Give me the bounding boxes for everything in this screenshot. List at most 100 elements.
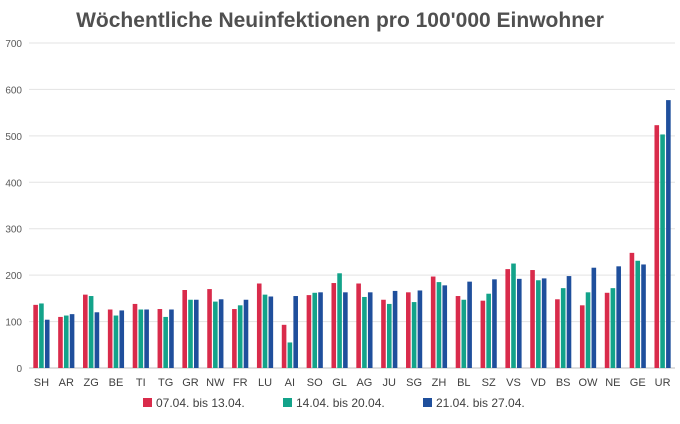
- bar-bl-series-1: [455, 296, 461, 368]
- x-tick-label: SG: [406, 377, 422, 389]
- bar-zg-series-1: [83, 294, 88, 368]
- bar-nw-series-2: [213, 301, 218, 368]
- bar-ow-series-1: [579, 305, 585, 368]
- bar-nw-series-1: [207, 289, 212, 368]
- bar-fr-series-1: [232, 309, 237, 368]
- bar-ur-series-3: [666, 100, 671, 368]
- x-tick-label: UR: [655, 377, 671, 389]
- bar-sg-series-2: [411, 302, 417, 368]
- bar-vd-series-1: [530, 270, 535, 368]
- bar-ag-series-1: [356, 283, 361, 368]
- bar-so-series-1: [306, 295, 312, 368]
- bar-bl-series-2: [461, 299, 467, 368]
- bar-zg-series-2: [88, 296, 94, 368]
- chart-title: Wöchentliche Neuinfektionen pro 100'000 …: [76, 9, 604, 32]
- bar-sh-series-2: [39, 303, 44, 368]
- y-tick-label: 300: [5, 225, 22, 236]
- bar-ow-series-2: [585, 292, 591, 368]
- bar-vs-series-3: [517, 278, 522, 368]
- bar-sz-series-3: [492, 279, 497, 368]
- x-tick-label: SO: [307, 377, 323, 389]
- bar-gr-series-1: [182, 290, 187, 368]
- bar-ju-series-1: [381, 299, 386, 368]
- bar-zh-series-1: [430, 276, 436, 368]
- x-tick-label: ZH: [432, 377, 447, 389]
- x-tick-label: BS: [556, 377, 571, 389]
- legend-swatch-2: [283, 398, 292, 407]
- bar-bl-series-3: [467, 281, 472, 368]
- x-tick-label: TI: [136, 377, 146, 389]
- bar-nw-series-3: [218, 299, 224, 368]
- bar-so-series-2: [312, 292, 318, 368]
- y-tick-label: 400: [5, 178, 22, 189]
- x-tick-label: AI: [285, 377, 295, 389]
- bar-sh-series-3: [44, 319, 50, 368]
- bar-ar-series-2: [63, 315, 69, 368]
- bar-ti-series-3: [144, 309, 149, 368]
- bar-sg-series-3: [417, 290, 423, 368]
- x-tick-label: GR: [182, 377, 199, 389]
- x-tick-label: ZG: [83, 377, 98, 389]
- bar-zh-series-3: [442, 285, 448, 368]
- bar-sh-series-1: [33, 304, 38, 368]
- y-tick-label: 200: [5, 271, 22, 282]
- bar-ag-series-2: [362, 296, 367, 368]
- bar-be-series-2: [113, 315, 119, 368]
- x-tick-label: GL: [332, 377, 347, 389]
- x-tick-label: SH: [34, 377, 49, 389]
- bar-gr-series-2: [188, 299, 193, 368]
- bar-vd-series-3: [541, 278, 547, 368]
- bar-ne-series-1: [604, 292, 610, 368]
- bar-ai-series-3: [293, 296, 298, 368]
- x-tick-label: AG: [356, 377, 372, 389]
- y-tick-label: 700: [5, 39, 22, 50]
- bar-sg-series-1: [406, 292, 411, 368]
- y-tick-label: 100: [5, 318, 22, 329]
- bar-zg-series-3: [94, 312, 100, 368]
- bar-tg-series-1: [157, 309, 163, 368]
- bar-sz-series-1: [480, 300, 486, 368]
- bar-fr-series-3: [243, 299, 249, 368]
- bar-ur-series-2: [660, 134, 665, 368]
- x-tick-label: VD: [531, 377, 546, 389]
- x-tick-label: AR: [59, 377, 74, 389]
- bar-ar-series-1: [58, 316, 63, 368]
- legend-swatch-3: [423, 398, 432, 407]
- x-tick-label: OW: [579, 377, 599, 389]
- bar-ne-series-3: [616, 266, 621, 368]
- y-tick-label: 600: [5, 85, 22, 96]
- bar-vd-series-2: [536, 280, 541, 368]
- x-axis-ticks: SH AR ZG BE TI TG GR NW FR LU AI SO GL AG JU SG ZH BL SZ VS…: [34, 377, 671, 389]
- bar-lu-series-2: [262, 294, 268, 368]
- bar-lu-series-3: [268, 296, 274, 368]
- bar-gl-series-2: [337, 273, 342, 368]
- x-tick-label: VS: [506, 377, 521, 389]
- bar-ai-series-2: [287, 342, 293, 368]
- x-tick-label: LU: [258, 377, 272, 389]
- bar-vs-series-2: [511, 263, 516, 368]
- y-tick-label: 500: [5, 132, 22, 143]
- x-tick-label: GE: [630, 377, 646, 389]
- bar-bs-series-1: [555, 299, 560, 368]
- bar-be-series-1: [107, 309, 113, 368]
- bars: [33, 100, 671, 368]
- bar-ow-series-3: [591, 267, 597, 368]
- bar-gr-series-3: [194, 299, 199, 368]
- bar-be-series-3: [119, 310, 125, 368]
- bar-ge-series-2: [635, 260, 641, 368]
- bar-tg-series-3: [169, 309, 174, 368]
- bar-ge-series-1: [629, 252, 635, 368]
- x-tick-label: SZ: [482, 377, 496, 389]
- bar-vs-series-1: [505, 269, 510, 368]
- legend-label-3: 21.04. bis 27.04.: [436, 396, 525, 410]
- x-tick-label: BL: [457, 377, 470, 389]
- x-tick-label: BE: [109, 377, 124, 389]
- x-tick-label: TG: [158, 377, 173, 389]
- bar-ar-series-3: [69, 314, 75, 368]
- bar-lu-series-1: [256, 283, 262, 368]
- bar-gl-series-3: [343, 292, 348, 368]
- bar-ai-series-1: [281, 324, 287, 368]
- x-tick-label: JU: [383, 377, 397, 389]
